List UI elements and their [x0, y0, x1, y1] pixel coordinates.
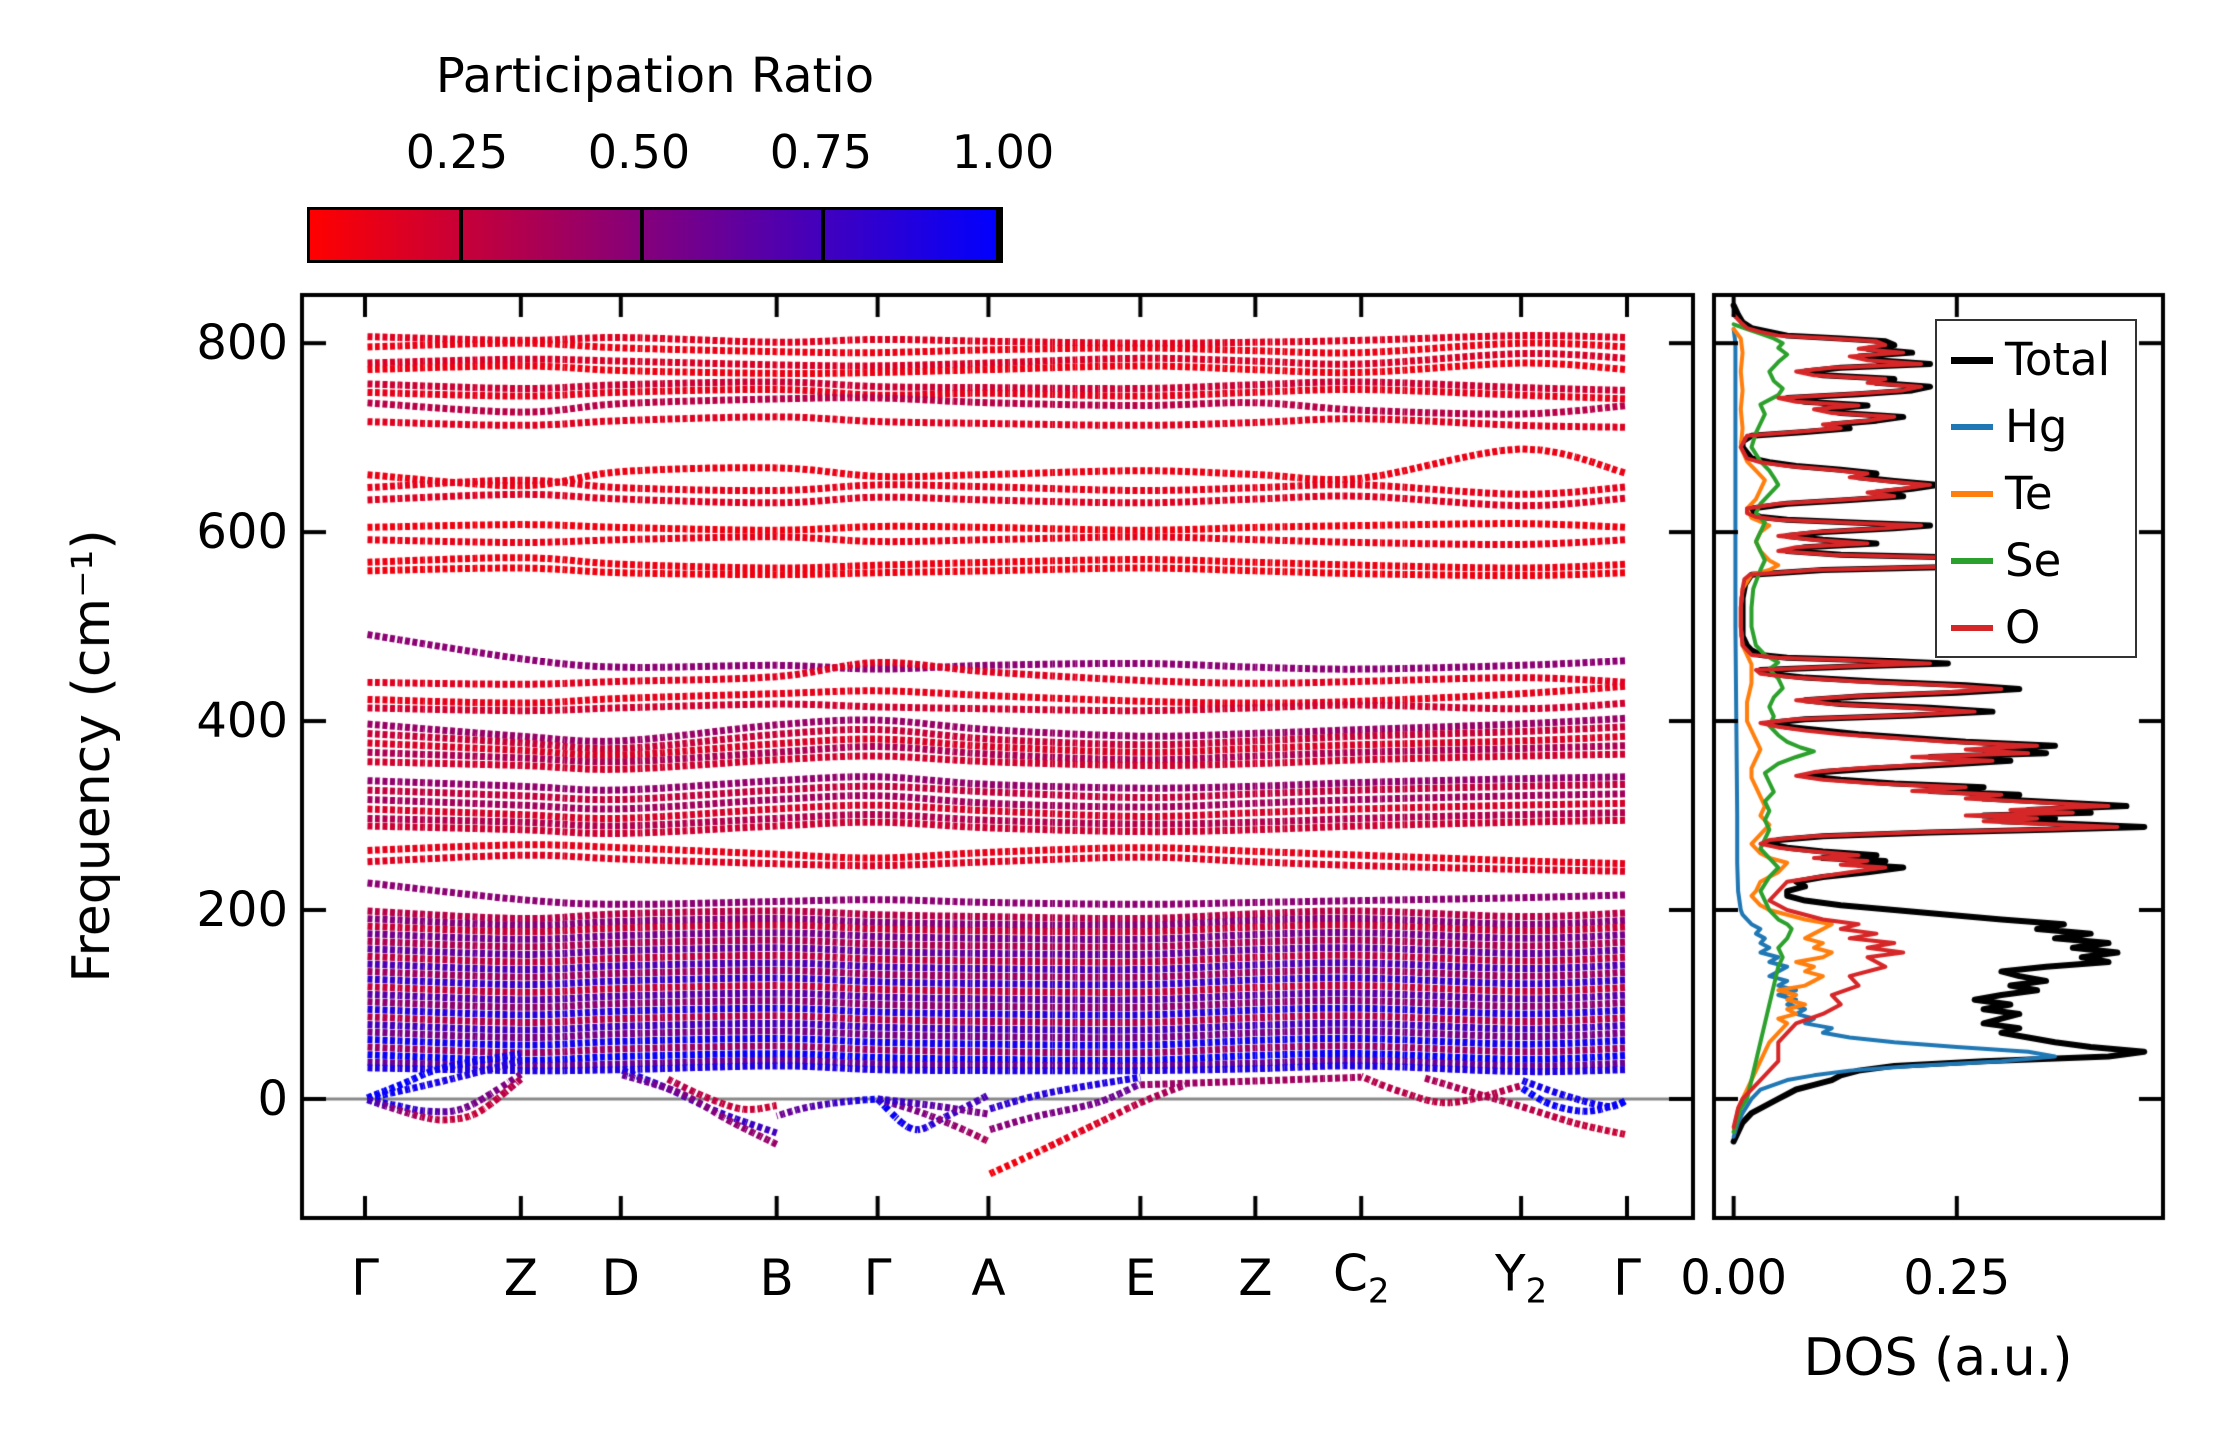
frequency-tick-label: 200 [196, 882, 288, 939]
kpoint-label-text: Γ [863, 1249, 892, 1307]
colorbar-tick [640, 210, 645, 260]
participation-ratio-colorbar [307, 207, 1003, 263]
frequency-tick-label: 600 [196, 504, 288, 561]
legend-line-swatch [1951, 625, 1993, 631]
colorbar-tick [821, 210, 826, 260]
colorbar-tick-label: 0.75 [769, 125, 873, 179]
kpoint-label: B [760, 1249, 794, 1307]
legend-line-swatch [1951, 356, 1993, 364]
kpoint-label-text: Z [503, 1249, 538, 1307]
kpoint-label: Z [1238, 1249, 1272, 1307]
kpoint-label-subscript: 2 [1367, 1271, 1390, 1312]
dos-legend: Total Hg Te Se O [1935, 319, 2137, 658]
kpoint-label: E [1125, 1249, 1157, 1307]
kpoint-label-text: B [759, 1249, 794, 1307]
kpoint-label-text: Y [1495, 1244, 1526, 1303]
colorbar-tick [996, 210, 1000, 260]
kpoint-label: Y2 [1495, 1245, 1547, 1312]
colorbar-tick-label: 0.50 [587, 125, 691, 179]
kpoint-label-text: Z [1238, 1249, 1273, 1307]
colorbar-tick-label: 0.25 [405, 125, 509, 179]
legend-line-swatch [1951, 558, 1993, 564]
colorbar-title: Participation Ratio [435, 48, 875, 104]
frequency-tick-label: 0 [257, 1070, 288, 1127]
frequency-tick-label: 400 [196, 693, 288, 750]
kpoint-label-text: D [601, 1249, 641, 1307]
kpoint-label: Γ [351, 1249, 379, 1307]
dos-tick-label: 0.00 [1680, 1250, 1788, 1306]
kpoint-label: C2 [1333, 1245, 1390, 1312]
frequency-tick-label: 800 [196, 315, 288, 372]
kpoint-label: D [602, 1249, 641, 1307]
kpoint-label-text: C [1332, 1244, 1368, 1303]
legend-line-swatch [1951, 424, 1993, 430]
kpoint-label: Z [504, 1249, 538, 1307]
kpoint-label-text: A [971, 1249, 1006, 1307]
dos-axis-label: DOS (a.u.) [1803, 1328, 2073, 1388]
kpoint-label-subscript: 2 [1525, 1271, 1548, 1312]
kpoint-label-text: Γ [351, 1249, 379, 1307]
colorbar-tick [459, 210, 464, 260]
colorbar-tick-label: 1.00 [951, 125, 1055, 179]
kpoint-label-text: Γ [1613, 1249, 1641, 1307]
kpoint-label: Γ [864, 1249, 892, 1307]
kpoint-label: A [971, 1249, 1005, 1307]
frequency-axis-label: Frequency (cm⁻¹) [62, 529, 122, 983]
kpoint-label: Γ [1613, 1249, 1641, 1307]
kpoint-label-text: E [1124, 1249, 1157, 1307]
legend-line-swatch [1951, 491, 1993, 497]
dos-tick-label: 0.25 [1903, 1250, 2011, 1306]
